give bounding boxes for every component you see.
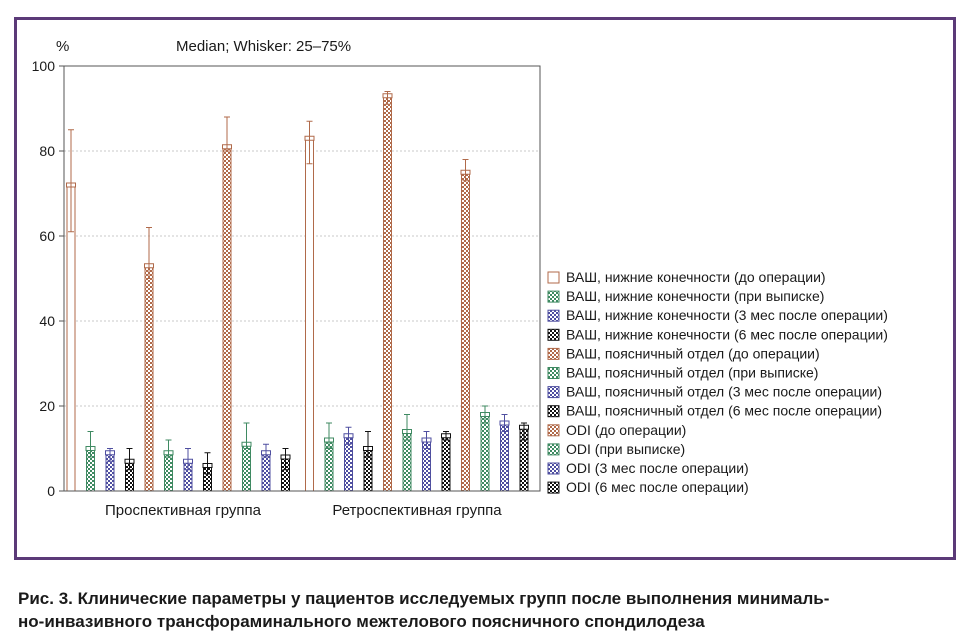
bar-group: [280, 448, 291, 492]
bar-group: [304, 120, 315, 492]
legend-item: ВАШ, поясничный отдел (6 мес после опера…: [547, 403, 882, 419]
y-tick-label: 60: [39, 228, 55, 244]
bar-group: [343, 426, 354, 492]
legend-item: ODI (до операции): [547, 422, 686, 438]
bar-group: [519, 422, 529, 492]
chart-title: Median; Whisker: 25–75%: [176, 38, 351, 55]
legend-item: ВАШ, поясничный отдел (при выписке): [547, 365, 818, 381]
legend-item: ВАШ, нижние конечности (до операции): [547, 269, 826, 285]
legend-label: ВАШ, нижние конечности (до операции): [566, 269, 826, 285]
legend-swatch: [547, 367, 560, 379]
bar: [441, 435, 451, 492]
bar-group: [441, 431, 451, 492]
legend-label: ВАШ, поясничный отдел (до операции): [566, 345, 820, 361]
legend-label: ВАШ, нижние конечности (6 мес после опер…: [566, 326, 888, 342]
legend-label: ВАШ, поясничный отдел (3 мес после опера…: [566, 384, 882, 400]
legend-label: ВАШ, нижние конечности (3 мес после опер…: [566, 307, 888, 323]
y-tick-label: 0: [47, 483, 55, 499]
legend-item: ВАШ, нижние конечности (при выписке): [547, 288, 824, 304]
bar-group: [460, 159, 471, 492]
legend-item: ODI (при выписке): [547, 441, 685, 457]
legend-swatch: [547, 309, 560, 322]
legend-swatch: [547, 386, 560, 399]
legend-item: ВАШ, поясничный отдел (3 мес после опера…: [547, 384, 882, 400]
bar: [305, 137, 314, 492]
bar: [383, 95, 392, 492]
caption-line-1: Рис. 3. Клинические параметры у пациенто…: [18, 589, 830, 608]
legend: ВАШ, нижние конечности (до операции) ВАШ,…: [547, 269, 888, 495]
bar-chart: 0 20 40 60 80 100 Median; Whisker: 25–75% % П…: [32, 38, 888, 519]
bar-group: [382, 91, 393, 492]
plot-area-border: [63, 65, 541, 492]
bar: [461, 171, 470, 492]
x-category-label: Проспективная группа: [105, 502, 262, 519]
y-tick-label: 80: [39, 143, 55, 159]
caption-line-2: но-инвазивного трансфораминального межте…: [18, 612, 705, 631]
legend-swatch: [547, 481, 560, 494]
legend-item: ODI (6 мес после операции): [547, 479, 749, 495]
figure-caption: Рис. 3. Клинические параметры у пациенто…: [18, 587, 958, 633]
bar: [164, 452, 173, 492]
bar-group: [66, 129, 76, 492]
legend-label: ВАШ, нижние конечности (при выписке): [566, 288, 824, 304]
legend-label: ODI (при выписке): [566, 441, 685, 457]
legend-swatch: [547, 290, 560, 303]
legend-label: ODI (до операции): [566, 422, 686, 438]
bar-group: [222, 116, 232, 492]
gridlines: [64, 150, 540, 407]
legend-swatch: [547, 271, 560, 284]
x-axis-categories: Проспективная группа Ретроспективная груп…: [105, 502, 502, 519]
legend-swatch: [547, 424, 560, 437]
bar-group: [144, 227, 154, 492]
bar-group: [261, 443, 271, 492]
axes: [63, 65, 541, 492]
bar-group: [480, 405, 490, 492]
legend-label: ВАШ, поясничный отдел (6 мес после опера…: [566, 403, 882, 419]
legend-swatch: [547, 405, 560, 418]
legend-item: ВАШ, поясничный отдел (до операции): [547, 345, 820, 361]
bar-group: [324, 422, 334, 492]
bar: [261, 452, 271, 492]
bar: [222, 146, 232, 492]
y-axis-label: %: [56, 38, 69, 55]
bar-group: [421, 431, 432, 492]
legend-swatch: [547, 328, 560, 341]
legend-swatch: [547, 462, 560, 475]
legend-swatch: [547, 443, 560, 456]
y-tick-label: 40: [39, 313, 55, 329]
bar: [500, 422, 509, 492]
bar: [144, 265, 154, 492]
x-category-label: Ретроспективная группа: [332, 502, 502, 519]
y-tick-label: 20: [39, 398, 55, 414]
bar: [242, 443, 251, 492]
legend-item: ВАШ, нижние конечности (3 мес после опер…: [547, 307, 888, 323]
bar-group: [105, 448, 115, 492]
legend-item: ODI (3 мес после операции): [547, 460, 749, 476]
legend-item: ВАШ, нижние конечности (6 мес после опер…: [547, 326, 888, 342]
legend-swatch: [547, 347, 560, 360]
y-axis-ticks: 0 20 40 60 80 100: [32, 58, 64, 499]
y-tick-label: 100: [32, 58, 56, 74]
legend-label: ODI (3 мес после операции): [566, 460, 749, 476]
legend-label: ВАШ, поясничный отдел (при выписке): [566, 365, 818, 381]
bar-group: [499, 414, 510, 492]
legend-label: ODI (6 мес после операции): [566, 479, 749, 495]
bar: [480, 414, 490, 492]
